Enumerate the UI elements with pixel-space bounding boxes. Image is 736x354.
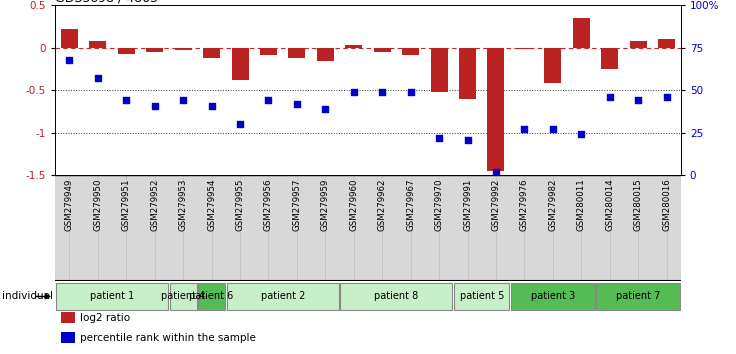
Text: patient 3: patient 3 (531, 291, 575, 301)
Text: GSM279976: GSM279976 (520, 178, 529, 231)
Text: GSM279957: GSM279957 (292, 178, 302, 231)
Text: GSM279949: GSM279949 (65, 178, 74, 231)
Point (205, 103, 217, 108)
Bar (316, 48, 334, 61)
Text: patient 1: patient 1 (90, 291, 134, 301)
Text: GSM279950: GSM279950 (93, 178, 102, 231)
Text: patient 6: patient 6 (189, 291, 234, 301)
Bar (56, 282, 168, 310)
Text: GSM279951: GSM279951 (121, 178, 131, 231)
Point (518, 126, 530, 132)
Text: GSM279970: GSM279970 (434, 178, 444, 231)
Text: patient 8: patient 8 (375, 291, 419, 301)
Bar (341, 282, 453, 310)
Text: GSM279962: GSM279962 (378, 178, 386, 231)
Point (263, 98, 275, 103)
Text: GSM279959: GSM279959 (321, 178, 330, 231)
Text: patient 4: patient 4 (161, 291, 205, 301)
Bar (89, 41, 107, 48)
Point (604, 94, 615, 100)
Bar (629, 41, 647, 48)
Bar (459, 48, 476, 99)
Text: patient 5: patient 5 (459, 291, 504, 301)
Point (348, 89, 360, 95)
Text: GSM279982: GSM279982 (548, 178, 557, 231)
Text: GSM280015: GSM280015 (634, 178, 643, 231)
Point (461, 137, 473, 142)
Bar (232, 48, 249, 80)
Bar (545, 48, 562, 84)
Text: GSM279992: GSM279992 (492, 178, 500, 231)
Bar (146, 48, 163, 52)
Bar (431, 48, 447, 92)
Bar (345, 45, 362, 48)
Bar (601, 48, 618, 69)
Text: patient 7: patient 7 (616, 291, 660, 301)
Text: percentile rank within the sample: percentile rank within the sample (80, 333, 256, 343)
Bar (227, 282, 339, 310)
Point (632, 98, 644, 103)
Point (434, 135, 445, 141)
Bar (402, 48, 420, 56)
Bar (174, 48, 191, 50)
Bar (118, 48, 135, 54)
Text: GSM280011: GSM280011 (577, 178, 586, 231)
Point (547, 126, 559, 132)
Point (149, 103, 160, 108)
Point (661, 94, 673, 100)
Point (177, 98, 189, 103)
Text: GDS3698 / 4805: GDS3698 / 4805 (55, 0, 158, 4)
Bar (487, 48, 504, 171)
Point (405, 89, 417, 95)
Bar (203, 48, 220, 58)
Text: GSM279991: GSM279991 (463, 178, 472, 231)
Bar (511, 282, 595, 310)
Bar (170, 282, 197, 310)
Text: GSM279960: GSM279960 (350, 178, 358, 231)
Text: GSM279956: GSM279956 (264, 178, 273, 231)
Bar (573, 18, 590, 48)
Text: GSM279952: GSM279952 (150, 178, 159, 231)
Text: GSM280014: GSM280014 (605, 178, 615, 231)
Bar (61, 332, 75, 343)
Point (576, 132, 587, 137)
Text: GSM279955: GSM279955 (236, 178, 244, 231)
Bar (289, 48, 305, 58)
Bar (374, 48, 391, 52)
Bar (198, 282, 225, 310)
Text: GSM280016: GSM280016 (662, 178, 671, 231)
Text: individual: individual (2, 291, 53, 302)
Point (63, 57, 75, 63)
Bar (658, 39, 675, 48)
Bar (454, 282, 509, 310)
Bar (61, 312, 75, 323)
Point (490, 169, 502, 175)
Text: GSM279953: GSM279953 (179, 178, 188, 231)
Point (121, 98, 132, 103)
Point (92, 75, 104, 81)
Text: GSM279954: GSM279954 (207, 178, 216, 231)
Point (376, 89, 388, 95)
Point (234, 121, 246, 127)
Point (319, 106, 331, 112)
Bar (596, 282, 680, 310)
Text: log2 ratio: log2 ratio (80, 313, 130, 323)
Text: GSM279967: GSM279967 (406, 178, 415, 231)
Bar (260, 48, 277, 55)
Text: patient 2: patient 2 (261, 291, 305, 301)
Point (291, 101, 302, 107)
Bar (61, 29, 78, 48)
